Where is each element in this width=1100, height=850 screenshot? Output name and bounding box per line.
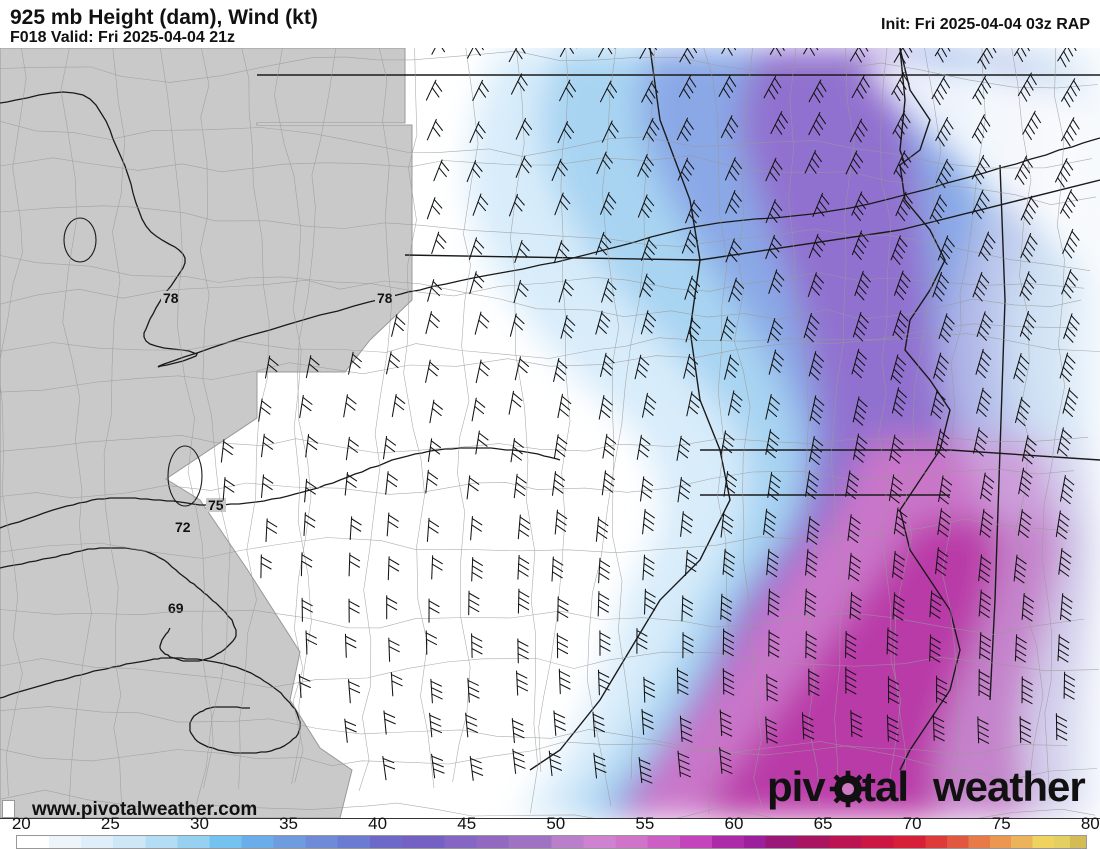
svg-text:tal: tal bbox=[862, 765, 908, 810]
svg-text:piv: piv bbox=[767, 765, 826, 810]
svg-text:78: 78 bbox=[163, 290, 179, 306]
svg-text:69: 69 bbox=[168, 600, 184, 616]
svg-text:weather: weather bbox=[932, 765, 1085, 810]
svg-text:72: 72 bbox=[175, 519, 191, 535]
